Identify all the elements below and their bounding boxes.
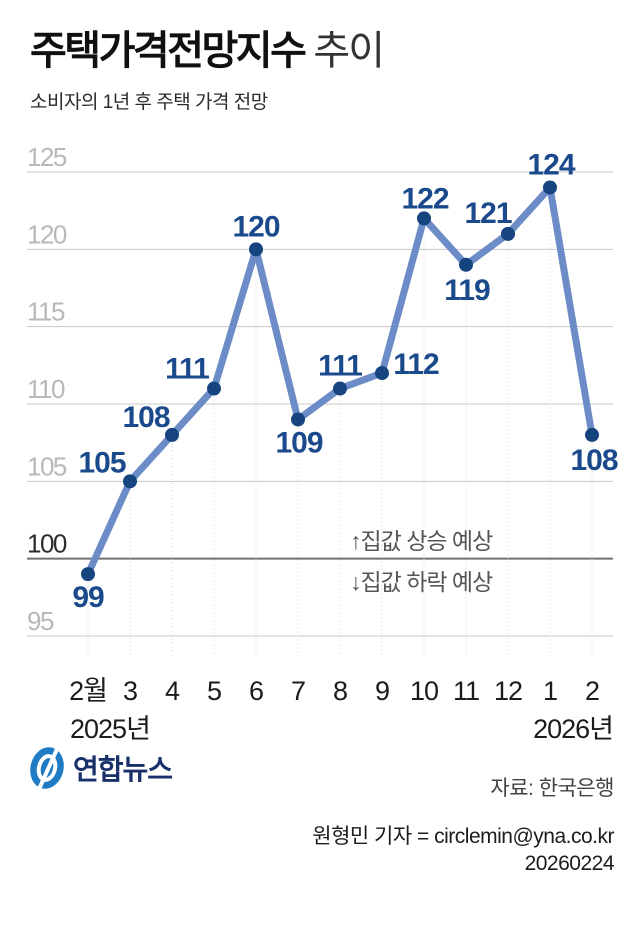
title-suffix: 추이	[313, 29, 385, 73]
data-point	[585, 427, 599, 442]
data-point	[207, 381, 221, 396]
x-axis-label: 4	[165, 676, 180, 706]
data-point	[165, 427, 179, 442]
value-label: 105	[78, 446, 125, 479]
credit-line: 원형민 기자 = circlemin@yna.co.kr	[312, 825, 614, 848]
annotation-fall: ↓집값 하락 예상	[350, 569, 493, 595]
value-label: 111	[318, 350, 362, 383]
year-label-right: 2026년	[533, 714, 613, 744]
y-axis-label: 105	[27, 451, 67, 481]
y-axis-label: 100	[27, 529, 67, 559]
value-label: 112	[393, 348, 439, 381]
data-point	[81, 567, 95, 582]
x-axis-label: 12	[494, 676, 522, 706]
y-axis-label: 115	[27, 297, 65, 327]
x-axis-label: 5	[207, 676, 221, 706]
annotation-rise: ↑집값 상승 예상	[350, 528, 493, 554]
y-axis-label: 125	[27, 142, 67, 172]
x-axis-label: 2월	[69, 676, 107, 706]
x-axis-label: 2	[585, 676, 599, 706]
brand-name: 연합뉴스	[73, 754, 173, 785]
page-title: 주택가격전망지수 추이	[30, 28, 385, 74]
year-label-left: 2025년	[70, 714, 150, 744]
value-label: 109	[275, 426, 322, 459]
data-point	[459, 257, 473, 272]
x-axis-label: 6	[249, 676, 263, 706]
data-point	[333, 381, 347, 396]
title-main: 주택가격전망지수	[30, 29, 307, 73]
x-axis-label: 9	[375, 676, 389, 706]
x-axis-label: 8	[333, 676, 347, 706]
data-point	[417, 211, 431, 226]
yonhap-logo-icon	[30, 747, 64, 789]
data-point	[501, 226, 515, 241]
data-point	[249, 242, 263, 257]
x-axis-label: 11	[453, 676, 479, 706]
y-axis-label: 110	[27, 374, 65, 404]
data-point	[375, 366, 389, 381]
x-axis-label: 7	[291, 676, 305, 706]
brand: 연합뉴스	[28, 744, 173, 792]
value-label: 119	[444, 274, 490, 307]
source-label: 자료: 한국은행	[490, 777, 614, 800]
logo-slash	[38, 747, 59, 789]
value-label: 121	[464, 197, 511, 230]
x-axis-label: 3	[123, 676, 137, 706]
value-label: 108	[570, 444, 617, 477]
value-label: 122	[401, 182, 448, 215]
x-axis-label: 10	[410, 676, 438, 706]
value-label: 124	[527, 148, 575, 181]
value-label: 99	[72, 581, 104, 614]
y-axis-label: 95	[27, 606, 54, 636]
y-axis-label: 120	[27, 219, 67, 249]
x-axis-label: 1	[543, 676, 557, 706]
date-stamp: 20260224	[524, 852, 615, 875]
value-label: 108	[122, 401, 169, 434]
data-point	[543, 180, 557, 195]
data-point	[291, 412, 305, 427]
data-point	[123, 474, 137, 489]
chart-subtitle: 소비자의 1년 후 주택 가격 전망	[30, 92, 268, 113]
value-label: 111	[165, 353, 209, 386]
header: 주택가격전망지수 추이 소비자의 1년 후 주택 가격 전망	[30, 28, 385, 114]
credit-block: 원형민 기자 = circlemin@yna.co.kr 20260224	[312, 823, 614, 877]
line-chart: 9510010511011512012599105108111120109111…	[27, 142, 619, 744]
value-label: 120	[232, 210, 279, 243]
